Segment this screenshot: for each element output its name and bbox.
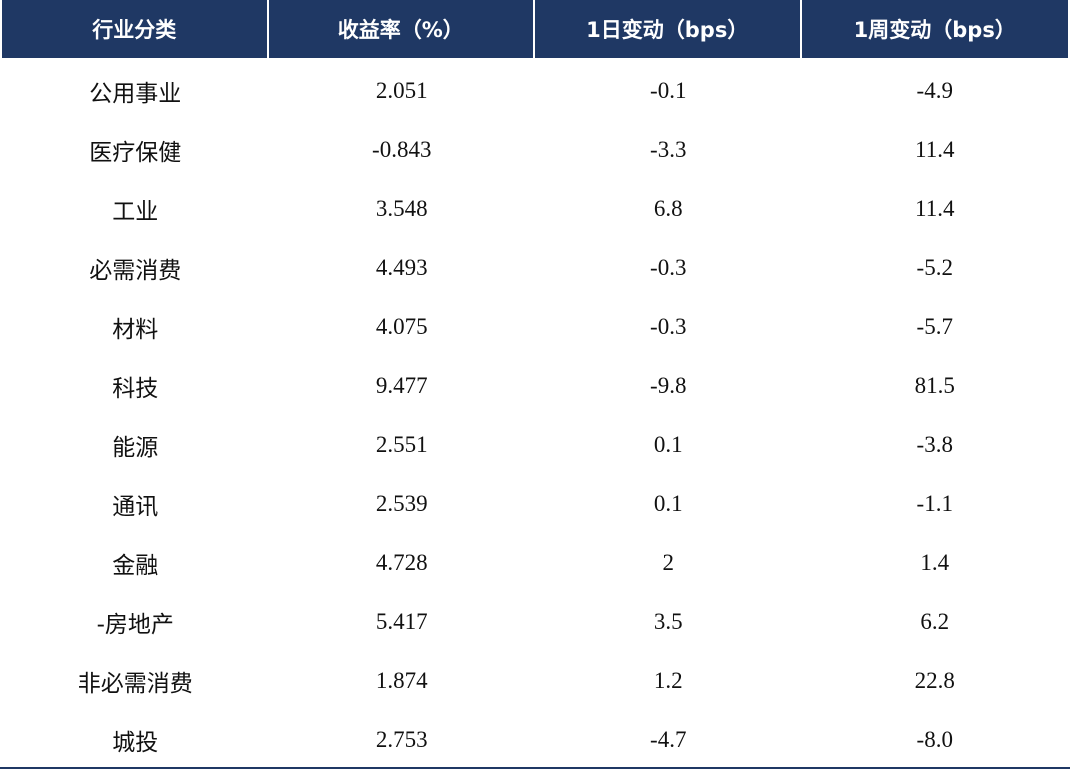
category-cell: 材料 [112, 316, 159, 343]
category-cell: 金融 [112, 552, 159, 579]
value-cell: -3.3 [650, 136, 687, 162]
category-cell: 能源 [112, 434, 159, 461]
header-cell: 收益率（%） [268, 0, 535, 58]
category-cell: 必需消费 [89, 257, 182, 284]
value-cell: 0.1 [653, 431, 683, 457]
value-cell: 11.4 [915, 195, 955, 221]
table-row: 城投 2.753 -4.7 -8.0 [2, 710, 1068, 769]
value-cell: 2.753 [375, 726, 428, 752]
value-cell: -4.7 [650, 726, 687, 752]
table-header: 行业分类 收益率（%） 1日变动（bps） 1周变动（bps） [2, 0, 1068, 58]
category-cell: -房地产 [96, 611, 174, 638]
header-cell: 1日变动（bps） [535, 0, 802, 58]
value-cell: 1.874 [375, 667, 428, 693]
table-row: 非必需消费 1.874 1.2 22.8 [2, 651, 1068, 710]
table-row: 能源 2.551 0.1 -3.8 [2, 415, 1068, 474]
value-cell: 5.417 [375, 608, 428, 634]
category-cell: 工业 [112, 198, 159, 225]
table-row: 科技 9.477 -9.8 81.5 [2, 356, 1068, 415]
value-cell: 4.493 [375, 254, 428, 280]
category-cell: 非必需消费 [77, 670, 193, 697]
category-cell: 城投 [112, 729, 159, 756]
table-row: 通讯 2.539 0.1 -1.1 [2, 474, 1068, 533]
value-cell: 22.8 [914, 667, 955, 693]
value-cell: 2 [662, 549, 675, 575]
value-cell: 0.1 [653, 490, 683, 516]
value-cell: -0.3 [650, 254, 687, 280]
value-cell: -0.843 [372, 136, 432, 162]
value-cell: 6.8 [653, 195, 683, 221]
value-cell: 4.075 [375, 313, 428, 339]
value-cell: -0.3 [650, 313, 687, 339]
table-row: 材料 4.075 -0.3 -5.7 [2, 297, 1068, 356]
value-cell: 6.2 [920, 608, 950, 634]
category-cell: 公用事业 [89, 80, 182, 107]
value-cell: -1.1 [916, 490, 953, 516]
category-cell: 医疗保健 [89, 139, 182, 166]
value-cell: 81.5 [914, 372, 955, 398]
value-cell: -4.9 [916, 77, 953, 103]
table-row: 医疗保健 -0.843 -3.3 11.4 [2, 120, 1068, 179]
value-cell: -5.2 [916, 254, 953, 280]
value-cell: -5.7 [916, 313, 953, 339]
value-cell: 3.5 [653, 608, 683, 634]
bottom-rule [0, 767, 1070, 769]
value-cell: -0.1 [650, 77, 687, 103]
value-cell: 3.548 [375, 195, 428, 221]
table-row: 工业 3.548 6.8 11.4 [2, 179, 1068, 238]
category-cell: 通讯 [112, 493, 159, 520]
category-cell: 科技 [112, 375, 159, 402]
table-row: 必需消费 4.493 -0.3 -5.2 [2, 238, 1068, 297]
value-cell: 4.728 [375, 549, 428, 575]
value-cell: 2.551 [375, 431, 428, 457]
value-cell: -3.8 [916, 431, 953, 457]
header-cell: 行业分类 [2, 0, 269, 58]
table-body: 公用事业 2.051 -0.1 -4.9 医疗保健 -0.843 -3.3 11.4 工业 3.5… [2, 58, 1068, 769]
table-row: 公用事业 2.051 -0.1 -4.9 [2, 58, 1068, 120]
value-cell: -8.0 [916, 726, 953, 752]
value-cell: 2.539 [375, 490, 428, 516]
value-cell: 1.2 [653, 667, 683, 693]
header-row: 行业分类 收益率（%） 1日变动（bps） 1周变动（bps） [2, 0, 1068, 58]
value-cell: 9.477 [375, 372, 428, 398]
value-cell: -9.8 [650, 372, 687, 398]
header-cell: 1周变动（bps） [801, 0, 1068, 58]
table-row: -房地产 5.417 3.5 6.2 [2, 592, 1068, 651]
value-cell: 2.051 [375, 77, 428, 103]
value-cell: 11.4 [915, 136, 955, 162]
table-row: 金融 4.728 2 1.4 [2, 533, 1068, 592]
value-cell: 1.4 [920, 549, 950, 575]
